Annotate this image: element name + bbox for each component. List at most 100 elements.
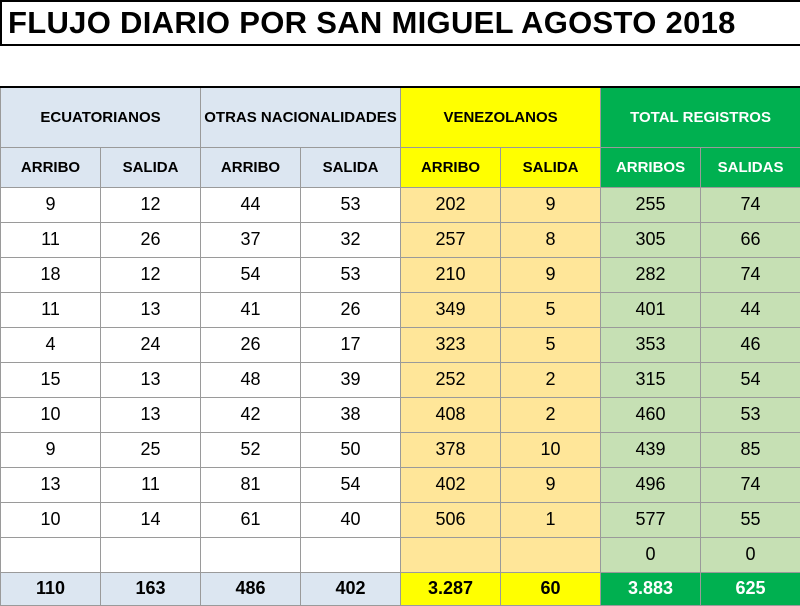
total-cell[interactable]: 486 [201,572,301,605]
table-cell[interactable]: 26 [201,327,301,362]
table-cell[interactable]: 210 [401,257,501,292]
table-cell[interactable]: 41 [201,292,301,327]
total-cell[interactable]: 3.883 [601,572,701,605]
subheader-cell: SALIDA [101,147,201,187]
table-cell[interactable]: 315 [601,362,701,397]
table-cell[interactable]: 439 [601,432,701,467]
table-cell[interactable]: 26 [101,222,201,257]
table-cell[interactable]: 12 [101,187,201,222]
total-cell[interactable]: 163 [101,572,201,605]
table-cell[interactable]: 252 [401,362,501,397]
table-cell[interactable]: 402 [401,467,501,502]
table-cell[interactable]: 2 [501,397,601,432]
table-cell[interactable] [401,537,501,572]
table-cell[interactable]: 11 [1,292,101,327]
table-cell[interactable]: 54 [701,362,800,397]
table-cell[interactable]: 44 [201,187,301,222]
total-cell[interactable]: 110 [1,572,101,605]
table-cell[interactable]: 9 [1,187,101,222]
table-cell[interactable] [501,537,601,572]
table-cell[interactable]: 10 [1,502,101,537]
table-cell[interactable]: 54 [201,257,301,292]
table-cell[interactable]: 50 [301,432,401,467]
table-cell[interactable]: 202 [401,187,501,222]
table-cell[interactable]: 13 [101,362,201,397]
table-cell[interactable]: 25 [101,432,201,467]
table-cell[interactable]: 74 [701,187,800,222]
table-cell[interactable]: 408 [401,397,501,432]
table-cell[interactable] [101,537,201,572]
table-cell[interactable]: 55 [701,502,800,537]
table-cell[interactable]: 24 [101,327,201,362]
table-cell[interactable]: 577 [601,502,701,537]
table-cell[interactable]: 44 [701,292,800,327]
table-cell[interactable]: 13 [1,467,101,502]
table-cell[interactable]: 9 [1,432,101,467]
total-cell[interactable]: 60 [501,572,601,605]
table-cell[interactable]: 10 [501,432,601,467]
table-cell[interactable]: 38 [301,397,401,432]
table-cell[interactable]: 46 [701,327,800,362]
table-cell[interactable]: 496 [601,467,701,502]
table-cell[interactable]: 0 [701,537,800,572]
table-cell[interactable]: 9 [501,257,601,292]
table-cell[interactable]: 48 [201,362,301,397]
table-cell[interactable]: 17 [301,327,401,362]
totals-row: 110 163 486 402 3.287 60 3.883 625 [1,572,800,605]
table-cell[interactable]: 81 [201,467,301,502]
table-cell[interactable] [1,537,101,572]
total-cell[interactable]: 3.287 [401,572,501,605]
table-cell[interactable]: 9 [501,467,601,502]
group-header-venezolanos: VENEZOLANOS [401,87,601,147]
table-cell[interactable]: 61 [201,502,301,537]
total-cell[interactable]: 625 [701,572,800,605]
table-cell[interactable]: 14 [101,502,201,537]
table-cell[interactable]: 18 [1,257,101,292]
table-cell[interactable]: 8 [501,222,601,257]
total-cell[interactable]: 402 [301,572,401,605]
table-cell[interactable]: 66 [701,222,800,257]
table-cell[interactable]: 5 [501,327,601,362]
table-cell[interactable]: 378 [401,432,501,467]
table-cell[interactable] [301,537,401,572]
table-cell[interactable]: 10 [1,397,101,432]
table-cell[interactable]: 15 [1,362,101,397]
table-cell[interactable]: 11 [1,222,101,257]
table-cell[interactable]: 506 [401,502,501,537]
table-cell[interactable]: 305 [601,222,701,257]
table-cell[interactable]: 257 [401,222,501,257]
table-cell[interactable]: 74 [701,257,800,292]
table-cell[interactable]: 401 [601,292,701,327]
table-cell[interactable]: 42 [201,397,301,432]
table-cell[interactable]: 12 [101,257,201,292]
table-cell[interactable]: 40 [301,502,401,537]
table-cell[interactable]: 53 [301,257,401,292]
table-cell[interactable]: 52 [201,432,301,467]
table-cell[interactable]: 460 [601,397,701,432]
table-cell[interactable]: 13 [101,292,201,327]
table-cell[interactable]: 53 [301,187,401,222]
table-cell[interactable]: 353 [601,327,701,362]
table-cell[interactable]: 54 [301,467,401,502]
table-cell[interactable]: 39 [301,362,401,397]
table-cell[interactable]: 53 [701,397,800,432]
table-cell[interactable]: 11 [101,467,201,502]
table-cell[interactable]: 32 [301,222,401,257]
table-cell[interactable]: 74 [701,467,800,502]
table-cell[interactable]: 255 [601,187,701,222]
table-cell[interactable]: 26 [301,292,401,327]
table-cell[interactable]: 4 [1,327,101,362]
table-cell[interactable]: 349 [401,292,501,327]
table-cell[interactable] [201,537,301,572]
table-cell[interactable]: 85 [701,432,800,467]
table-cell[interactable]: 1 [501,502,601,537]
table-cell[interactable]: 0 [601,537,701,572]
table-cell[interactable]: 9 [501,187,601,222]
table-cell[interactable]: 323 [401,327,501,362]
table-cell[interactable]: 37 [201,222,301,257]
table-cell[interactable]: 13 [101,397,201,432]
table-cell[interactable]: 5 [501,292,601,327]
table-cell[interactable]: 282 [601,257,701,292]
table-cell[interactable]: 2 [501,362,601,397]
